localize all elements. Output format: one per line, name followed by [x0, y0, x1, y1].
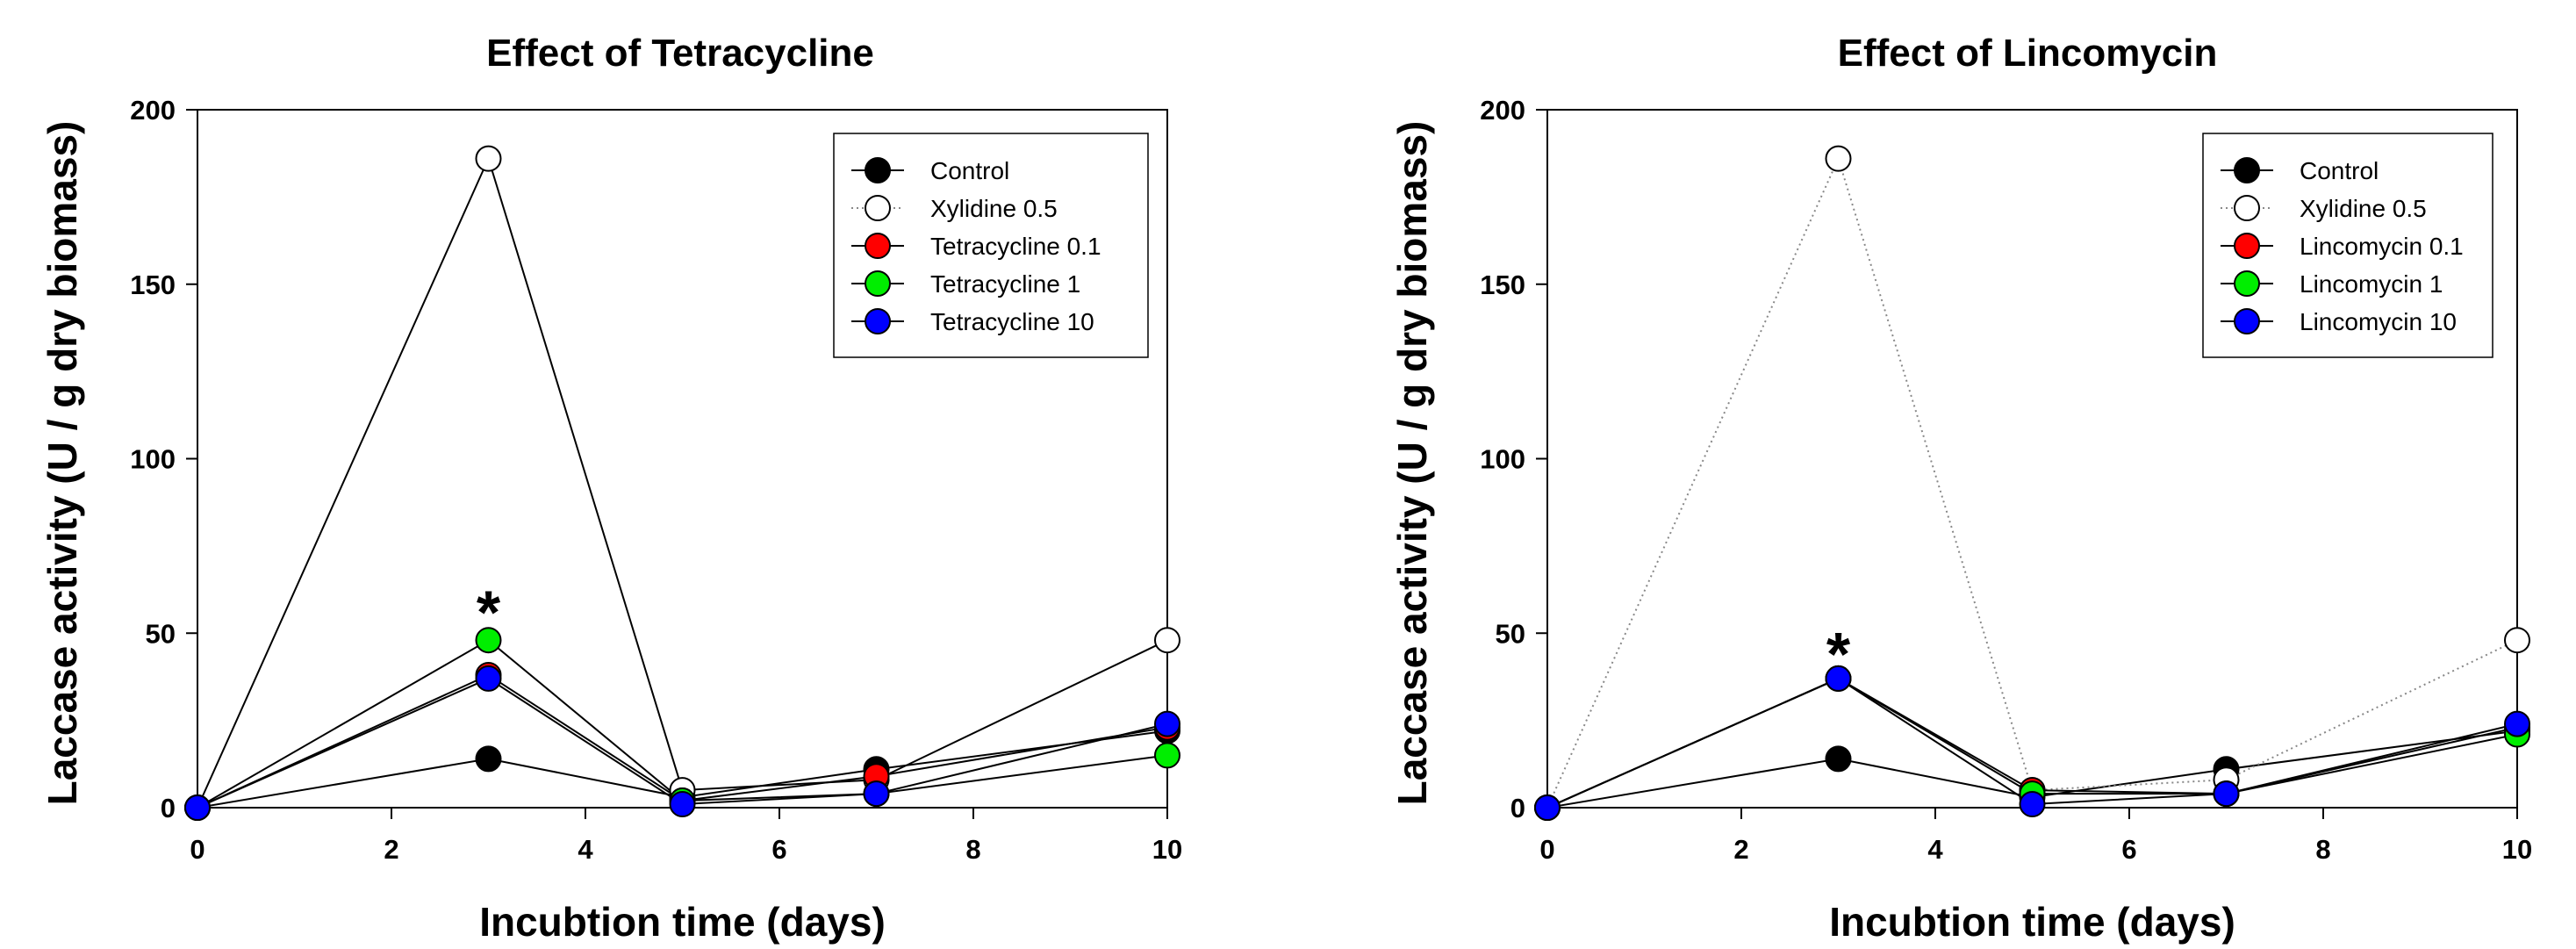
x-tick-label: 0	[1539, 834, 1554, 865]
data-point-xylidine-0-5	[1154, 627, 1180, 654]
data-point-xylidine-0-5	[2504, 627, 2530, 654]
y-tick-label: 100	[130, 444, 176, 475]
data-point-control	[1825, 745, 1852, 773]
legend-label-xylidine-0-5: Xylidine 0.5	[930, 195, 1058, 222]
y-tick-label: 0	[161, 793, 176, 823]
legend-marker-control	[865, 157, 891, 183]
legend-label-control: Control	[2300, 157, 2379, 184]
y-tick-label: 200	[130, 95, 176, 126]
data-point-tetracycline-10	[863, 780, 890, 808]
x-tick-label: 10	[2502, 834, 2532, 865]
x-tick-label: 4	[1927, 834, 1943, 865]
data-point-lincomycin-10	[2019, 791, 2046, 818]
x-tick-label: 8	[2315, 834, 2330, 865]
chart-title: Effect of Lincomycin	[1838, 32, 2218, 75]
y-tick-label: 100	[1480, 444, 1525, 475]
legend-label-control: Control	[930, 157, 1009, 184]
x-tick-label: 6	[2121, 834, 2136, 865]
y-tick-label: 50	[1496, 618, 1525, 649]
legend-label-xylidine-0-5: Xylidine 0.5	[2300, 195, 2427, 222]
legend-marker-lincomycin-0-1	[2234, 233, 2260, 259]
y-tick-label: 150	[1480, 270, 1525, 300]
x-tick-label: 10	[1152, 834, 1182, 865]
x-axis-label: Incubtion time (days)	[479, 899, 886, 945]
data-point-tetracycline-1	[1154, 742, 1180, 769]
x-tick-label: 6	[771, 834, 786, 865]
significance-star: *	[1826, 620, 1851, 688]
data-point-control	[475, 745, 502, 773]
data-point-lincomycin-10	[2504, 710, 2530, 737]
x-tick-label: 4	[578, 834, 593, 865]
data-point-tetracycline-10	[184, 794, 211, 821]
x-tick-label: 2	[384, 834, 398, 865]
y-axis-label: Laccase activity (U / g dry biomass)	[39, 121, 85, 806]
data-point-xylidine-0-5	[1825, 145, 1852, 172]
data-point-tetracycline-10	[1154, 710, 1180, 737]
legend: Control Xylidine 0.5 Tetracycline 0.1 Tetra…	[833, 133, 1149, 358]
y-tick-label: 0	[1510, 793, 1525, 823]
x-tick-label: 2	[1733, 834, 1748, 865]
legend-marker-tetracycline-0-1	[865, 233, 891, 259]
y-tick-label: 200	[1480, 95, 1525, 126]
x-tick-label: 0	[190, 834, 205, 865]
data-point-xylidine-0-5	[475, 145, 502, 172]
series-line-xylidine-0-5	[1546, 155, 2518, 809]
data-point-lincomycin-10	[1534, 794, 1561, 821]
data-point-tetracycline-10	[669, 791, 696, 818]
legend-marker-tetracycline-10	[865, 308, 891, 334]
data-point-lincomycin-10	[1825, 665, 1852, 692]
chart-title: Effect of Tetracycline	[486, 32, 874, 75]
x-axis-label: Incubtion time (days)	[1829, 899, 2235, 945]
legend-label-lincomycin-0-1: Lincomycin 0.1	[2300, 233, 2464, 260]
legend-marker-tetracycline-1	[865, 270, 891, 297]
legend-label-tetracycline-1: Tetracycline 1	[930, 270, 1080, 298]
data-point-tetracycline-1	[475, 627, 502, 654]
legend-marker-control	[2234, 157, 2260, 183]
y-tick-label: 50	[146, 618, 176, 649]
legend-label-tetracycline-0-1: Tetracycline 0.1	[930, 233, 1101, 260]
legend-marker-xylidine-0-5	[865, 195, 891, 221]
legend-marker-xylidine-0-5	[2234, 195, 2260, 221]
x-tick-label: 8	[965, 834, 980, 865]
legend-label-lincomycin-1: Lincomycin 1	[2300, 270, 2443, 298]
y-axis-label: Laccase activity (U / g dry biomass)	[1389, 121, 1435, 806]
significance-star: *	[477, 579, 501, 647]
legend-label-lincomycin-10: Lincomycin 10	[2300, 308, 2457, 335]
legend-marker-lincomycin-10	[2234, 308, 2260, 334]
data-point-tetracycline-10	[475, 665, 502, 692]
data-point-lincomycin-10	[2213, 780, 2240, 808]
legend: Control Xylidine 0.5 Lincomycin 0.1 Lincomy…	[2202, 133, 2493, 358]
y-tick-label: 150	[130, 270, 176, 300]
legend-marker-lincomycin-1	[2234, 270, 2260, 297]
legend-label-tetracycline-10: Tetracycline 10	[930, 308, 1094, 335]
